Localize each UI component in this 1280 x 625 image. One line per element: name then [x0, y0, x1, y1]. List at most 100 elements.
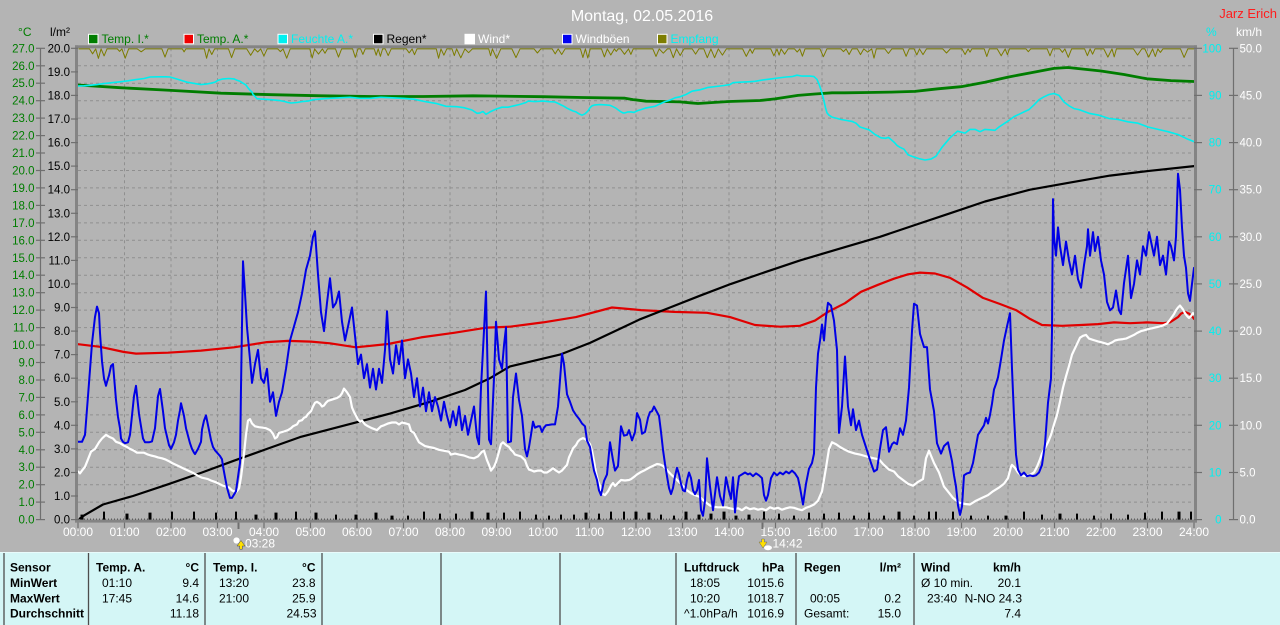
svg-text:6.0: 6.0: [19, 410, 35, 422]
svg-text:20.0: 20.0: [12, 166, 34, 178]
svg-text:0.2: 0.2: [884, 591, 901, 605]
svg-text:2.0: 2.0: [19, 480, 35, 492]
svg-text:40: 40: [1209, 326, 1222, 338]
svg-text:14.0: 14.0: [48, 185, 70, 197]
svg-text:14:42: 14:42: [773, 537, 803, 551]
svg-text:24:00: 24:00: [1179, 525, 1209, 539]
svg-text:9.0: 9.0: [54, 303, 70, 315]
svg-text:°C: °C: [186, 560, 200, 574]
svg-text:8.0: 8.0: [54, 326, 70, 338]
svg-text:3.0: 3.0: [54, 444, 70, 456]
svg-text:16.0: 16.0: [48, 138, 70, 150]
svg-text:23.0: 23.0: [12, 113, 34, 125]
svg-text:20.0: 20.0: [48, 43, 70, 55]
svg-text:17:00: 17:00: [853, 525, 883, 539]
svg-text:25.9: 25.9: [292, 591, 316, 605]
svg-text:11.0: 11.0: [48, 255, 70, 267]
svg-text:10:00: 10:00: [528, 525, 558, 539]
svg-text:02:00: 02:00: [156, 525, 186, 539]
svg-text:50.0: 50.0: [1240, 43, 1262, 55]
svg-text:8.0: 8.0: [19, 375, 35, 387]
svg-text:5.0: 5.0: [1240, 468, 1256, 480]
svg-text:Feuchte A.*: Feuchte A.*: [291, 32, 353, 46]
svg-text:40.0: 40.0: [1240, 138, 1262, 150]
svg-text:9.0: 9.0: [19, 358, 35, 370]
svg-text:30.0: 30.0: [1240, 232, 1262, 244]
svg-text:1.0: 1.0: [54, 491, 70, 503]
svg-text:13.0: 13.0: [48, 208, 70, 220]
svg-text:l/m²: l/m²: [880, 560, 901, 574]
svg-text:7.0: 7.0: [19, 392, 35, 404]
svg-text:2.0: 2.0: [54, 468, 70, 480]
svg-text:25.0: 25.0: [1240, 279, 1262, 291]
svg-text:19:00: 19:00: [946, 525, 976, 539]
svg-text:21.0: 21.0: [12, 148, 34, 160]
svg-text:N-NO 24.3: N-NO 24.3: [965, 591, 1023, 605]
svg-text:5.0: 5.0: [19, 427, 35, 439]
svg-text:1015.6: 1015.6: [747, 576, 784, 590]
svg-text:4.0: 4.0: [19, 445, 35, 457]
svg-text:18.0: 18.0: [48, 90, 70, 102]
svg-text:23:00: 23:00: [1132, 525, 1162, 539]
svg-text:11:00: 11:00: [575, 525, 604, 539]
svg-text:1.0: 1.0: [19, 497, 35, 509]
svg-text:^1.0hPa/h: ^1.0hPa/h: [684, 607, 738, 621]
svg-text:12:00: 12:00: [621, 525, 651, 539]
svg-text:7.0: 7.0: [54, 350, 70, 362]
svg-text:21:00: 21:00: [219, 591, 249, 605]
svg-text:Jarz Erich: Jarz Erich: [1219, 6, 1277, 21]
svg-text:Temp. A.*: Temp. A.*: [197, 32, 249, 46]
svg-text:Temp. I.: Temp. I.: [213, 560, 257, 574]
svg-text:35.0: 35.0: [1240, 185, 1262, 197]
svg-text:08:00: 08:00: [435, 525, 465, 539]
svg-text:°C: °C: [18, 25, 32, 39]
svg-text:07:00: 07:00: [388, 525, 418, 539]
svg-text:19.0: 19.0: [12, 183, 34, 195]
svg-text:03:28: 03:28: [245, 537, 275, 551]
svg-text:30: 30: [1209, 373, 1222, 385]
svg-text:01:10: 01:10: [102, 576, 132, 590]
svg-text:21:00: 21:00: [1039, 525, 1069, 539]
svg-text:06:00: 06:00: [342, 525, 372, 539]
svg-text:Montag, 02.05.2016: Montag, 02.05.2016: [571, 8, 713, 25]
svg-text:10:20: 10:20: [690, 591, 720, 605]
svg-text:Regen*: Regen*: [387, 32, 427, 46]
svg-text:15.0: 15.0: [878, 607, 902, 621]
svg-text:17.0: 17.0: [12, 218, 34, 230]
svg-text:24.0: 24.0: [12, 96, 34, 108]
svg-text:15:00: 15:00: [760, 525, 790, 539]
svg-text:18:00: 18:00: [900, 525, 930, 539]
svg-text:80: 80: [1209, 138, 1222, 150]
svg-text:Wind*: Wind*: [478, 32, 510, 46]
svg-text:14.6: 14.6: [176, 591, 200, 605]
svg-text:%: %: [1206, 25, 1217, 39]
svg-text:22:00: 22:00: [1086, 525, 1116, 539]
svg-text:15.0: 15.0: [12, 253, 34, 265]
svg-text:10.0: 10.0: [12, 340, 34, 352]
svg-text:14.0: 14.0: [12, 270, 34, 282]
svg-text:60: 60: [1209, 232, 1222, 244]
svg-text:16:00: 16:00: [807, 525, 837, 539]
svg-text:Temp. A.: Temp. A.: [96, 560, 145, 574]
svg-text:12.0: 12.0: [12, 305, 34, 317]
svg-text:15.0: 15.0: [1240, 373, 1262, 385]
svg-text:09:00: 09:00: [481, 525, 511, 539]
svg-text:18:05: 18:05: [690, 576, 720, 590]
svg-text:km/h: km/h: [993, 560, 1021, 574]
svg-text:23.8: 23.8: [292, 576, 316, 590]
svg-text:0.0: 0.0: [54, 515, 70, 527]
svg-text:7.4: 7.4: [1004, 607, 1021, 621]
svg-text:50: 50: [1209, 279, 1222, 291]
svg-text:27.0: 27.0: [12, 43, 34, 55]
svg-text:24.53: 24.53: [286, 607, 316, 621]
svg-text:MinWert: MinWert: [10, 576, 57, 590]
svg-text:0.0: 0.0: [19, 515, 35, 527]
svg-text:Sensor: Sensor: [10, 560, 51, 574]
svg-text:05:00: 05:00: [295, 525, 325, 539]
svg-text:10.0: 10.0: [48, 279, 70, 291]
svg-text:Wind: Wind: [921, 560, 950, 574]
svg-text:4.0: 4.0: [54, 420, 70, 432]
svg-text:16.0: 16.0: [12, 235, 34, 247]
svg-text:22.0: 22.0: [12, 131, 34, 143]
svg-text:20:00: 20:00: [993, 525, 1023, 539]
